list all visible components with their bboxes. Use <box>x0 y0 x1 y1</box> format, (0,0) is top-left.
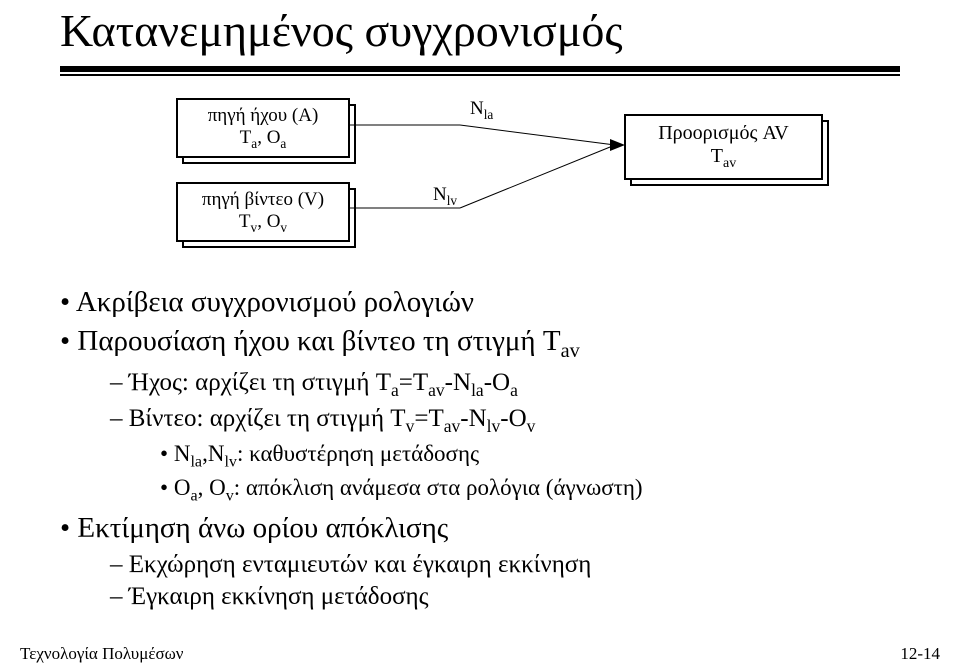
bullet-estimate: Εκτίμηση άνω ορίου απόκλισης <box>60 512 900 545</box>
footer-right: 12-14 <box>900 644 940 664</box>
diagram-lines <box>170 90 830 260</box>
dash-video: Βίντεο: αρχίζει τη στιγμή Tv=Tav-Nlv-Ov <box>110 405 900 437</box>
footer-left: Τεχνολογία Πολυμέσων <box>20 644 184 664</box>
content-block: Ακρίβεια συγχρονισμού ρολογιών Παρουσίασ… <box>60 280 900 615</box>
dash-audio: Ήχος: αρχίζει τη στιγμή Ta=Tav-Nla-Oa <box>110 369 900 401</box>
label-nlv: Nlv <box>433 184 457 209</box>
dash-buffers: Εκχώρηση ενταμιευτών και έγκαιρη εκκίνησ… <box>110 551 900 579</box>
page-title: Κατανεμημένος συγχρονισμός <box>60 4 623 57</box>
sub-delay: Nla,Nlv: καθυστέρηση μετάδοσης <box>160 441 900 472</box>
dash-early-start: Έγκαιρη εκκίνηση μετάδοσης <box>110 583 900 611</box>
label-nla: Nla <box>470 98 493 123</box>
bullet-presentation: Παρουσίαση ήχου και βίντεο τη στιγμή Tav <box>60 325 900 363</box>
bullet-accuracy: Ακρίβεια συγχρονισμού ρολογιών <box>60 286 900 319</box>
sub-offset: Oa, Ov: απόκλιση ανάμεσα στα ρολόγια (άγ… <box>160 475 900 506</box>
av-sync-diagram: πηγή ήχου (A) Ta, Oa πηγή βίντεο (V) Tv,… <box>170 90 830 260</box>
title-rule <box>60 66 900 72</box>
